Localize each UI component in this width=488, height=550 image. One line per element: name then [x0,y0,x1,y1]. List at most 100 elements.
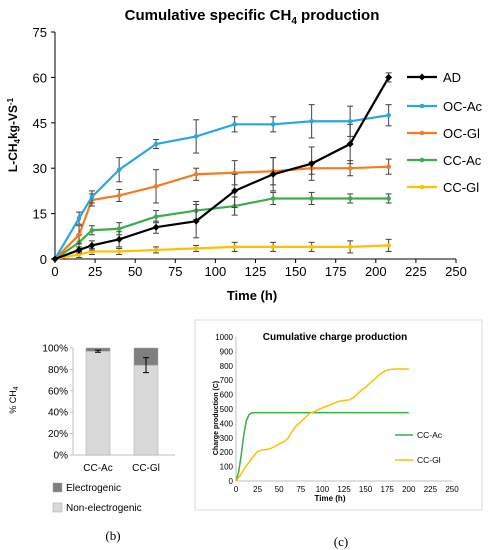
legend-item-electrogenic: Electrogenic [52,482,121,494]
x-tick-label: 0 [234,485,239,494]
y-tick-label: 300 [220,434,234,443]
series-line [54,197,389,260]
y-tick-label: 30 [33,161,47,176]
x-tick-label: 125 [337,485,351,494]
y-tick-label: 700 [220,376,234,385]
x-tick-label: 125 [245,264,267,279]
chart-title: Cumulative specific CH4 production [125,7,380,27]
panel-a-chart: Cumulative specific CH4 production L-CH4… [6,7,483,332]
x-tick-label: 200 [402,485,416,494]
x-tick-label: 175 [325,264,347,279]
data-point [386,112,391,118]
series-layer [51,72,393,263]
data-point [232,244,237,250]
y-axis-label-d: -1 [6,97,15,105]
axes: 0% 20% 40% 60% 80% 100% [42,344,175,462]
y-tick-label: 45 [33,116,47,131]
y-axis-label: Charge production (C) [213,381,220,455]
y-tick-label: 0% [54,451,69,462]
data-point [385,73,393,81]
x-axis-label: Time (h) [315,494,346,503]
legend-swatch [52,502,63,513]
data-point [115,235,123,243]
series-line [54,165,389,260]
x-tick-label: 75 [296,485,305,494]
legend-label: OC-Ac [443,99,483,114]
legend-item-cc-gl: CC-Gl [407,180,479,195]
data-point [308,160,316,168]
y-axis-label: L-CH4kg-VS-1 [6,97,22,172]
x-axis-label: Time (h) [227,288,277,303]
legend-item-non-electrogenic: Non-electrogenic [52,502,142,514]
chart-title: Cumulative charge production [263,332,407,343]
panel-b-chart: % CH4 0% 20% 40% 60% 80% 100% CC-Ac CC-Gl Elec… [8,344,175,543]
series-oc-gl [52,157,392,262]
legend-item-ad: AD [407,70,461,85]
x-tick-label: 225 [405,264,427,279]
legend-item-oc-gl: OC-Gl [407,126,480,141]
y-tick-label: 40% [48,408,68,419]
y-tick-label: 100 [220,463,234,472]
data-point [193,171,199,177]
legend-item-cc-ac: CC-Ac [395,430,443,440]
y-axis-label-sub: 4 [13,386,20,390]
panel-c-chart: Cumulative charge production Charge prod… [194,319,483,549]
x-tick-label: 100 [316,485,330,494]
y-tick-label: 900 [220,347,234,356]
y-tick-label: 15 [33,207,47,222]
data-point [152,223,160,231]
data-point [269,170,277,178]
legend-label: Electrogenic [66,483,121,494]
legend-marker [419,157,425,163]
data-point [153,141,159,147]
data-point [347,118,353,124]
series-line-cc-gl [235,368,409,482]
chart-frame [194,319,483,511]
data-point [76,232,82,238]
x-tick-label: 100 [205,264,227,279]
data-point [386,164,391,169]
legend-label: CC-Gl [443,180,479,195]
y-tick-label: 0 [229,477,234,486]
data-point [51,255,59,263]
x-tick-label: 225 [424,485,438,494]
data-point [153,184,159,189]
data-point [153,214,159,219]
y-tick-label: 60% [48,386,68,397]
legend-marker [418,73,426,81]
x-tick-label: 150 [359,485,373,494]
bar-non-electrogenic [133,364,159,456]
y-axis-label-main: % CH [8,390,18,414]
category-label: CC-Ac [83,463,112,474]
data-point [270,122,276,127]
data-point [153,247,159,253]
x-tick-label: 250 [445,485,459,494]
legend-label: CC-Gl [417,455,441,465]
y-axis-label-c: kg-VS [6,105,20,139]
data-point [346,140,354,148]
chart-title-tail: production [297,7,380,24]
legend-item-cc-ac: CC-Ac [407,153,482,168]
data-point [89,227,95,233]
axes: 0 100 200 300 400 500 600 700 800 900 1000 0 25 50 75 1… [215,333,459,494]
panel-caption-b: (b) [105,528,120,543]
bars-layer: CC-Ac CC-Gl [83,347,160,474]
y-tick-label: 1000 [215,333,233,342]
data-point [116,167,122,173]
data-point [88,241,96,249]
series-oc-ac [52,104,392,262]
x-tick-label: 25 [88,264,102,279]
data-point [232,122,237,127]
y-axis-label: % CH4 [8,386,20,414]
x-tick-label: 50 [275,485,284,494]
data-point [192,217,200,225]
x-tick-label: 175 [381,485,395,494]
y-tick-label: 800 [220,362,234,371]
data-point [116,249,122,254]
legend-marker [419,103,425,109]
y-tick-label: 200 [220,448,234,457]
series-ad [51,72,393,263]
series-line-cc-ac [235,411,409,482]
y-tick-label: 600 [220,391,234,400]
legend-item-oc-ac: OC-Ac [407,99,483,114]
